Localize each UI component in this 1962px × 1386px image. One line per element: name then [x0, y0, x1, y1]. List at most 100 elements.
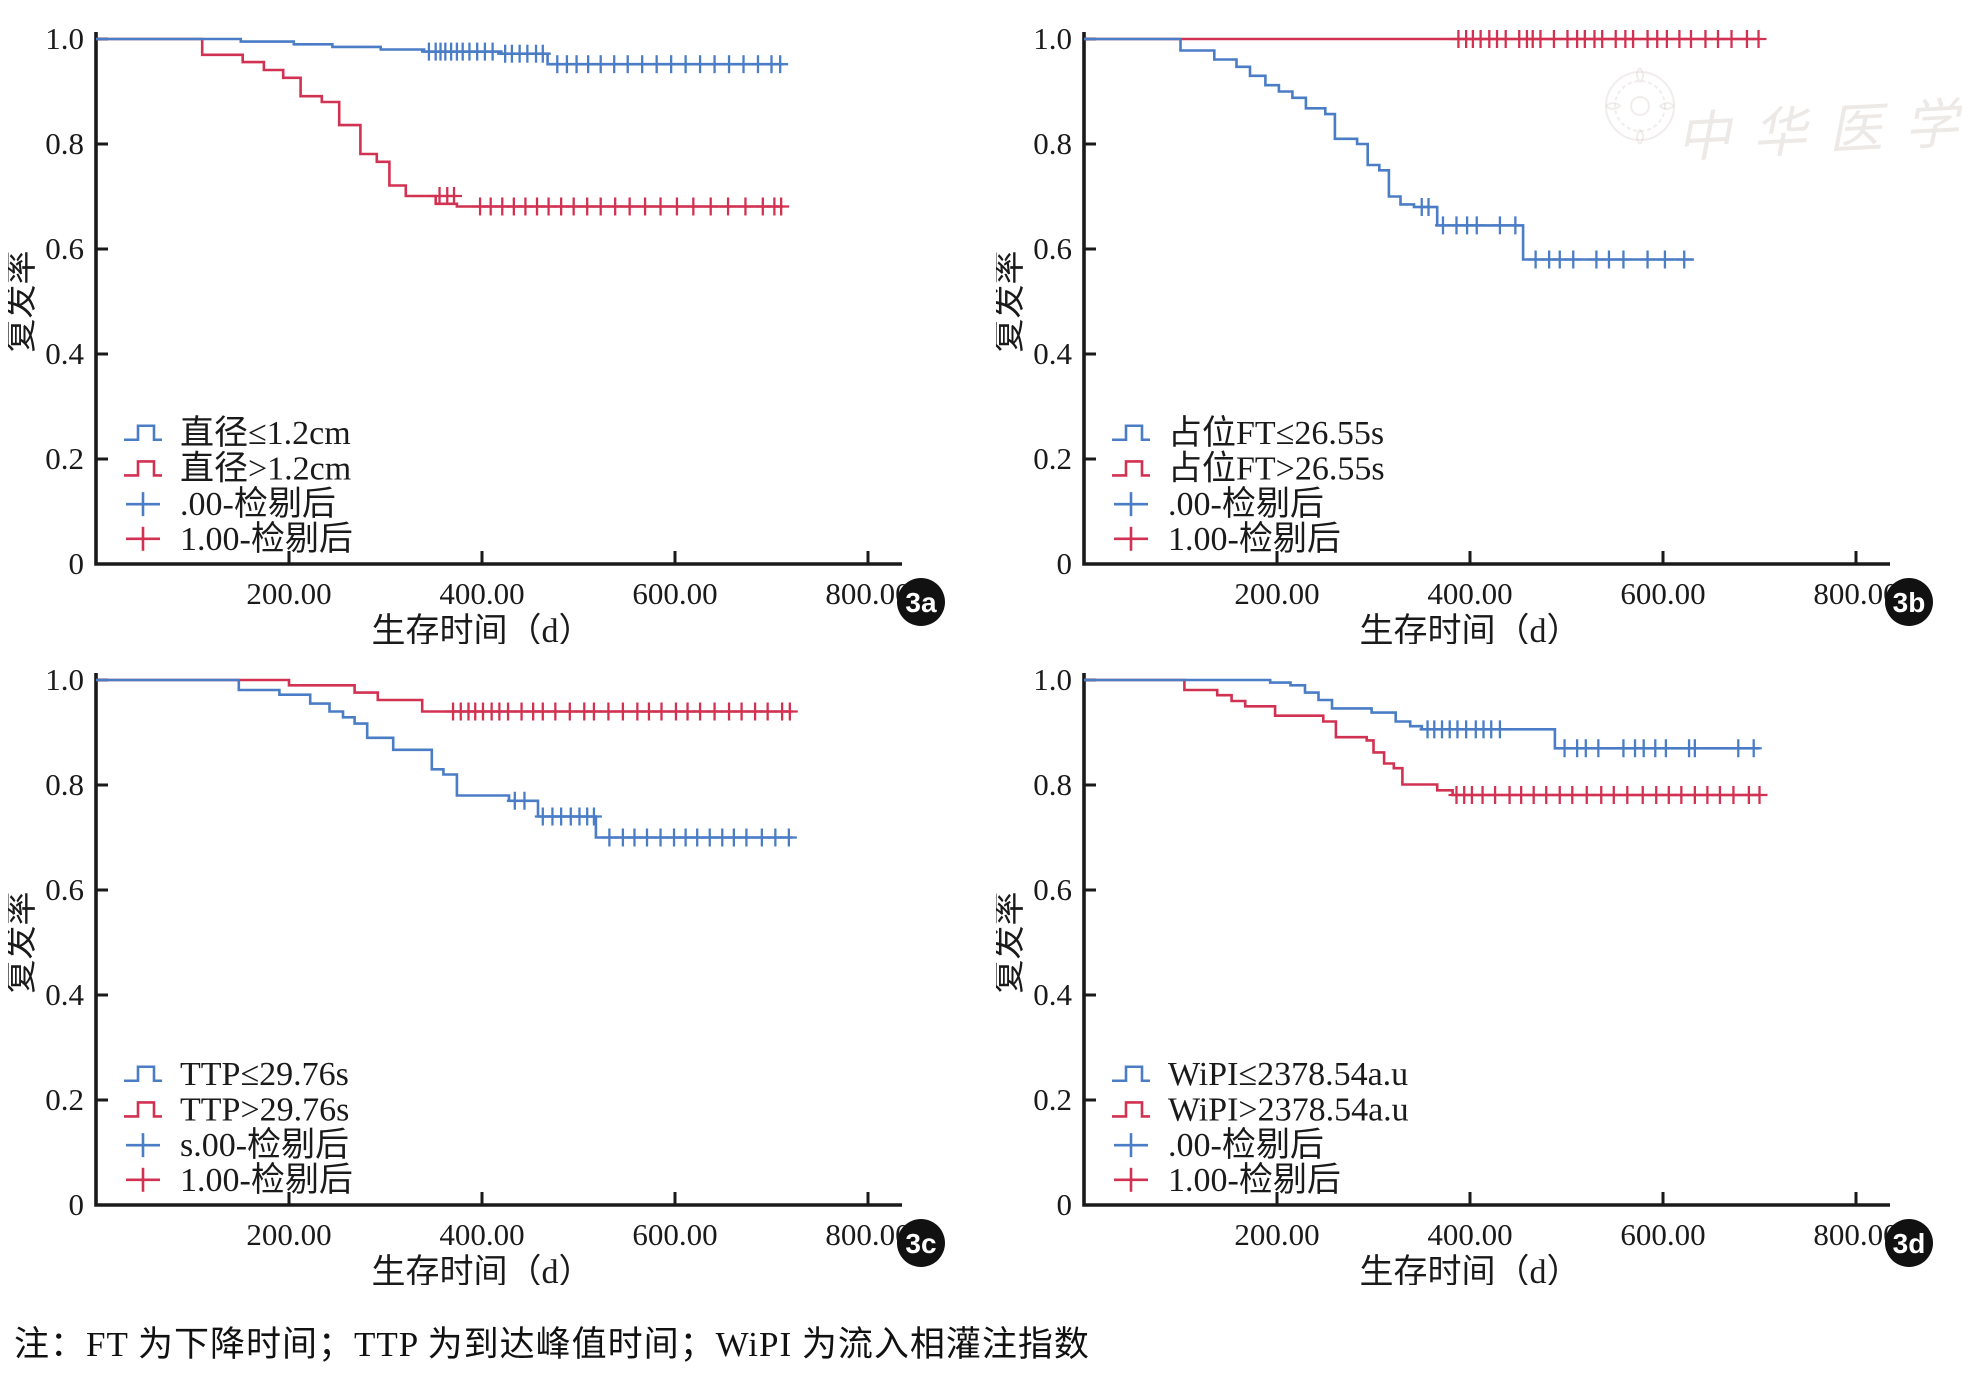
km-plot-3c: 200.00 400.00 600.00 800.00 0 0.2 0.4 0.6 0.8 1.0…	[8, 662, 945, 1285]
x-tick-label: 800.00	[825, 1217, 910, 1252]
censor-marks-red	[1448, 785, 1768, 804]
panel-badge-label: 3a	[905, 587, 937, 618]
km-plot-3d: 200.00 400.00 600.00 800.00 0 0.2 0.4 0.6 0.8 1.0…	[996, 662, 1933, 1285]
y-tick-label: 0.2	[45, 1082, 84, 1117]
y-tick-label: 0.2	[1033, 441, 1072, 476]
censor-marks-red	[445, 702, 798, 721]
legend-item-2: s.00-检剔后	[126, 1126, 349, 1164]
legend-item-2: .00-检剔后	[126, 485, 336, 523]
legend-label: 1.00-检剔后	[180, 520, 353, 558]
y-tick-label: 0	[1057, 1187, 1073, 1222]
legend-step-icon	[1112, 460, 1150, 477]
legend-item-1: TTP>29.76s	[124, 1091, 349, 1128]
legend-item-3: 1.00-检剔后	[1114, 1161, 1341, 1199]
y-axis-label: 复发率	[996, 251, 1028, 353]
y-tick-label: 1.0	[45, 21, 84, 56]
panel-badge-label: 3b	[1893, 587, 1926, 618]
panel-3b: 200.00 400.00 600.00 800.00 0 0.2 0.4 0.6 0.8 1.0…	[996, 4, 1946, 644]
legend-label: 1.00-检剔后	[1168, 1161, 1341, 1199]
curve-blue	[1084, 37, 1694, 261]
legend-step-icon	[124, 424, 162, 442]
curve-red	[96, 678, 793, 713]
legend-item-0: 直径≤1.2cm	[124, 414, 351, 452]
x-axis-label: 生存时间（d）	[1360, 1253, 1581, 1285]
legend-label: s.00-检剔后	[180, 1126, 349, 1164]
x-tick-label: 200.00	[1234, 576, 1319, 611]
censor-marks-red	[431, 186, 790, 216]
legend-item-3: 1.00-检剔后	[126, 1161, 353, 1199]
y-tick-label: 0.6	[1033, 231, 1072, 266]
y-tick-label: 1.0	[45, 662, 84, 697]
figure-note: 注：FT 为下降时间；TTP 为到达峰值时间；WiPI 为流入相灌注指数	[14, 1325, 1090, 1364]
y-tick-label: 0.4	[1033, 977, 1072, 1012]
x-tick-label: 600.00	[632, 576, 717, 611]
x-tick-label: 200.00	[246, 1217, 331, 1252]
panel-badge	[897, 1219, 945, 1267]
x-axis-label: 生存时间（d）	[372, 612, 593, 644]
y-axis-label: 复发率	[996, 892, 1028, 994]
y-tick-label: 0.6	[45, 872, 84, 907]
x-tick-label: 400.00	[1427, 1217, 1512, 1252]
legend-label: .00-检剔后	[1168, 485, 1324, 523]
legend-label: .00-检剔后	[180, 485, 336, 523]
panel-badge	[1885, 1219, 1933, 1267]
legend-step-icon	[124, 1101, 162, 1118]
panel-badge-label: 3c	[905, 1228, 936, 1259]
legend-item-1: 直径>1.2cm	[124, 449, 351, 487]
y-tick-label: 0.8	[1033, 126, 1072, 161]
legend-step-icon	[124, 460, 162, 477]
curve-red	[96, 37, 784, 208]
y-tick-label: 0.2	[1033, 1082, 1072, 1117]
y-tick-label: 0	[1057, 546, 1073, 581]
y-tick-label: 0	[69, 1187, 85, 1222]
y-tick-label: 0.4	[45, 336, 84, 371]
y-tick-label: 0.4	[45, 977, 84, 1012]
y-tick-label: 0.4	[1033, 336, 1072, 371]
y-tick-label: 0.6	[45, 231, 84, 266]
legend-label: TTP>29.76s	[180, 1091, 349, 1128]
legend-item-0: WiPI≤2378.54a.u	[1112, 1056, 1408, 1093]
y-tick-label: 0.8	[45, 126, 84, 161]
legend-label: WiPI>2378.54a.u	[1168, 1091, 1409, 1128]
km-plot-3a: 200.00 400.00 600.00 800.00 0 0.2 0.4 0.6 0.8 1.0…	[8, 21, 945, 644]
censor-marks-blue	[1413, 198, 1693, 269]
x-axis-label: 生存时间（d）	[1360, 612, 1581, 644]
y-tick-label: 0.2	[45, 441, 84, 476]
panel-badge	[1885, 578, 1933, 626]
x-tick-label: 600.00	[1620, 576, 1705, 611]
legend-label: 占位FT≤26.55s	[1168, 414, 1384, 452]
legend-step-icon	[1112, 424, 1150, 442]
y-tick-label: 0.8	[1033, 767, 1072, 802]
panel-3d: 200.00 400.00 600.00 800.00 0 0.2 0.4 0.6 0.8 1.0…	[996, 645, 1946, 1285]
legend-label: 1.00-检剔后	[1168, 520, 1341, 558]
x-tick-label: 800.00	[1813, 1217, 1898, 1252]
legend-step-icon	[1112, 1065, 1150, 1083]
legend-label: 1.00-检剔后	[180, 1161, 353, 1199]
x-axis-label: 生存时间（d）	[372, 1253, 593, 1285]
legend-item-3: 1.00-检剔后	[126, 520, 353, 558]
legend-item-3: 1.00-检剔后	[1114, 520, 1341, 558]
censor-marks-blue	[506, 791, 797, 847]
y-tick-label: 1.0	[1033, 662, 1072, 697]
y-axis-label: 复发率	[8, 251, 40, 353]
x-tick-label: 400.00	[1427, 576, 1512, 611]
legend-step-icon	[124, 1065, 162, 1083]
x-tick-label: 800.00	[1813, 576, 1898, 611]
panel-badge-label: 3d	[1893, 1228, 1926, 1259]
y-tick-label: 0.8	[45, 767, 84, 802]
legend-label: .00-检剔后	[1168, 1126, 1324, 1164]
km-plot-3b: 200.00 400.00 600.00 800.00 0 0.2 0.4 0.6 0.8 1.0…	[996, 21, 1933, 644]
y-tick-label: 1.0	[1033, 21, 1072, 56]
legend-item-0: TTP≤29.76s	[124, 1056, 349, 1093]
curve-blue	[1084, 678, 1760, 750]
panel-3a: 200.00 400.00 600.00 800.00 0 0.2 0.4 0.6 0.8 1.0…	[8, 4, 958, 644]
panel-badge	[897, 578, 945, 626]
curve-red	[1084, 678, 1760, 797]
x-tick-label: 600.00	[1620, 1217, 1705, 1252]
legend-item-2: .00-检剔后	[1114, 1126, 1324, 1164]
legend-label: 占位FT>26.55s	[1168, 449, 1385, 487]
x-tick-label: 400.00	[439, 576, 524, 611]
legend-label: 直径≤1.2cm	[180, 414, 351, 452]
censor-marks-red	[1450, 30, 1767, 48]
